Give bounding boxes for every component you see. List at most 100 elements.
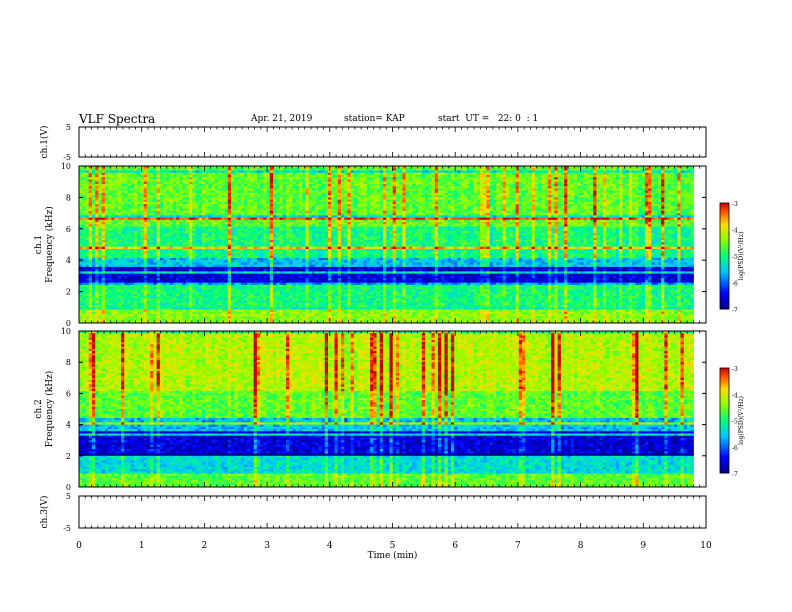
spectrogram-cell	[360, 168, 364, 171]
spectrogram-cell	[619, 200, 623, 203]
spectrogram-cell	[432, 200, 436, 203]
spectrogram-cell	[331, 200, 335, 203]
spectrogram-cell	[648, 177, 652, 180]
spectrogram-cell	[241, 168, 245, 171]
spectrogram-cell	[606, 200, 610, 203]
spectrogram-cell	[244, 168, 248, 171]
spectrogram-cell	[571, 200, 575, 203]
spectrogram-cell	[509, 184, 513, 187]
spectrogram-cell	[580, 209, 584, 212]
spectrogram-cell	[170, 193, 174, 196]
spectrogram-cell	[681, 209, 685, 212]
spectrogram-cell	[357, 168, 361, 171]
spectrogram-cell	[140, 168, 144, 171]
spectrogram-cell	[241, 209, 245, 212]
spectrogram-cell	[144, 209, 148, 212]
spectrogram-cell	[438, 200, 442, 203]
spectrogram-cell	[383, 177, 387, 180]
spectrogram-cell	[444, 209, 448, 212]
spectrogram-cell	[124, 224, 128, 227]
spectrogram-cell	[331, 177, 335, 180]
spectrogram-cell	[89, 193, 93, 196]
spectrogram-cell	[263, 184, 267, 187]
spectrogram-cell	[632, 209, 636, 212]
spectrogram-cell	[111, 193, 115, 196]
spectrogram-cell	[105, 209, 109, 212]
spectrogram-cell	[296, 177, 300, 180]
spectrogram-cell	[205, 177, 209, 180]
spectrogram-cell	[480, 184, 484, 187]
spectrogram-cell	[461, 168, 465, 171]
spectrogram-cell	[629, 193, 633, 196]
spectrogram-cell	[357, 177, 361, 180]
spectrogram-cell	[516, 184, 520, 187]
spectrogram-cell	[529, 209, 533, 212]
spectrogram-cell	[658, 200, 662, 203]
spectrogram-cell	[212, 200, 216, 203]
spectrogram-cell	[461, 193, 465, 196]
spectrogram-cell	[561, 168, 565, 171]
spectrogram-cell	[629, 168, 633, 171]
spectrogram-cell	[377, 193, 381, 196]
spectrogram-cell	[525, 168, 529, 171]
spectrogram-cell	[532, 184, 536, 187]
spectrogram-cell	[406, 184, 410, 187]
spectrogram-cell	[225, 168, 229, 171]
spectrogram-cell	[144, 200, 148, 203]
spectrogram-cell	[626, 168, 630, 171]
spectrogram-cell	[144, 184, 148, 187]
spectrogram-cell	[331, 184, 335, 187]
spectrogram-cell	[438, 209, 442, 212]
spectrogram-cell	[182, 184, 186, 187]
spectrogram-cell	[280, 200, 284, 203]
spectrogram-cell	[160, 215, 164, 218]
spectrogram-cell	[684, 209, 688, 212]
spectrogram-cell	[519, 209, 523, 212]
spectrogram-cell	[529, 193, 533, 196]
spectrogram-cell	[292, 200, 296, 203]
spectrogram-cell	[202, 200, 206, 203]
spectrogram-cell	[467, 215, 471, 218]
spectrogram-cell	[89, 184, 93, 187]
spectrogram-cell	[632, 215, 636, 218]
spectrogram-cell	[483, 209, 487, 212]
spectrogram-cell	[315, 209, 319, 212]
spectrogram-cell	[334, 184, 338, 187]
spectrogram-cell	[567, 177, 571, 180]
spectrogram-cell	[409, 209, 413, 212]
spectrogram-cell	[189, 215, 193, 218]
spectrogram-cell	[451, 209, 455, 212]
spectrogram-cell	[590, 200, 594, 203]
spectrogram-cell	[309, 184, 313, 187]
spectrogram-cell	[622, 168, 626, 171]
spectrogram-cell	[202, 184, 206, 187]
spectrogram-cell	[503, 200, 507, 203]
spectrogram-cell	[263, 209, 267, 212]
spectrogram-cell	[153, 177, 157, 180]
spectrogram-cell	[179, 200, 183, 203]
spectrogram-cell	[322, 193, 326, 196]
spectrogram-cell	[428, 215, 432, 218]
spectrogram-cell	[98, 215, 102, 218]
spectrogram-cell	[677, 193, 681, 196]
spectrogram-cell	[334, 168, 338, 171]
spectrogram-cell	[626, 200, 630, 203]
spectrogram-cell	[532, 200, 536, 203]
spectrogram-cell	[461, 200, 465, 203]
spectrogram-cell	[461, 215, 465, 218]
spectrogram-cell	[651, 184, 655, 187]
spectrogram-cell	[590, 184, 594, 187]
spectrogram-cell	[428, 193, 432, 196]
spectrogram-cell	[237, 209, 241, 212]
spectrogram-cell	[199, 200, 203, 203]
spectrogram-cell	[189, 209, 193, 212]
spectrogram-cell	[218, 184, 222, 187]
spectrogram-cell	[461, 177, 465, 180]
spectrogram-cell	[102, 177, 106, 180]
spectrogram-cell	[457, 209, 461, 212]
spectrogram-cell	[341, 200, 345, 203]
spectrogram-cell	[577, 215, 581, 218]
spectrogram-cell	[331, 215, 335, 218]
spectrogram-cell	[454, 193, 458, 196]
spectrogram-cell	[412, 209, 416, 212]
